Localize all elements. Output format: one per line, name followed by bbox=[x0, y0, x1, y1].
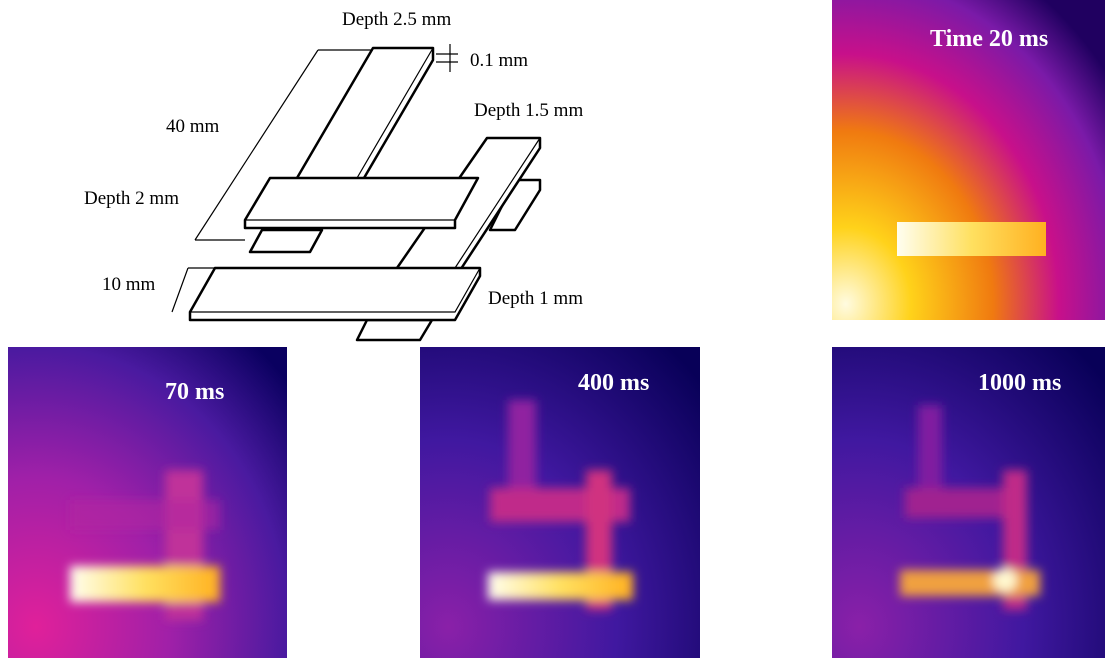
label: 40 mm bbox=[166, 116, 220, 137]
label: 10 mm bbox=[102, 274, 156, 295]
thermal-image: 70 ms bbox=[8, 347, 287, 658]
label: Depth 2 mm bbox=[84, 188, 179, 209]
label: Depth 1.5 mm bbox=[474, 100, 583, 121]
time-label: Time 20 ms bbox=[930, 26, 1048, 52]
block bbox=[250, 230, 322, 252]
dimension-line bbox=[172, 268, 188, 312]
label: 0.1 mm bbox=[470, 50, 528, 71]
label: Depth 2.5 mm bbox=[342, 9, 451, 30]
time-label: 400 ms bbox=[578, 370, 649, 396]
label: Depth 1 mm bbox=[488, 288, 583, 309]
plate bbox=[297, 48, 433, 190]
thermal-image: 1000 ms bbox=[832, 347, 1105, 658]
block bbox=[357, 320, 432, 340]
figure: Depth 2.5 mm 0.1 mm 40 mm Depth 1.5 mm D… bbox=[0, 0, 1105, 658]
schematic: Depth 2.5 mm 0.1 mm 40 mm Depth 1.5 mm D… bbox=[84, 9, 583, 340]
thermal-image: 400 ms bbox=[420, 347, 700, 658]
time-label: 1000 ms bbox=[978, 370, 1061, 396]
hot-spot bbox=[897, 222, 1046, 256]
time-label: 70 ms bbox=[165, 379, 224, 405]
thermal-image: Time 20 ms bbox=[832, 0, 1105, 320]
